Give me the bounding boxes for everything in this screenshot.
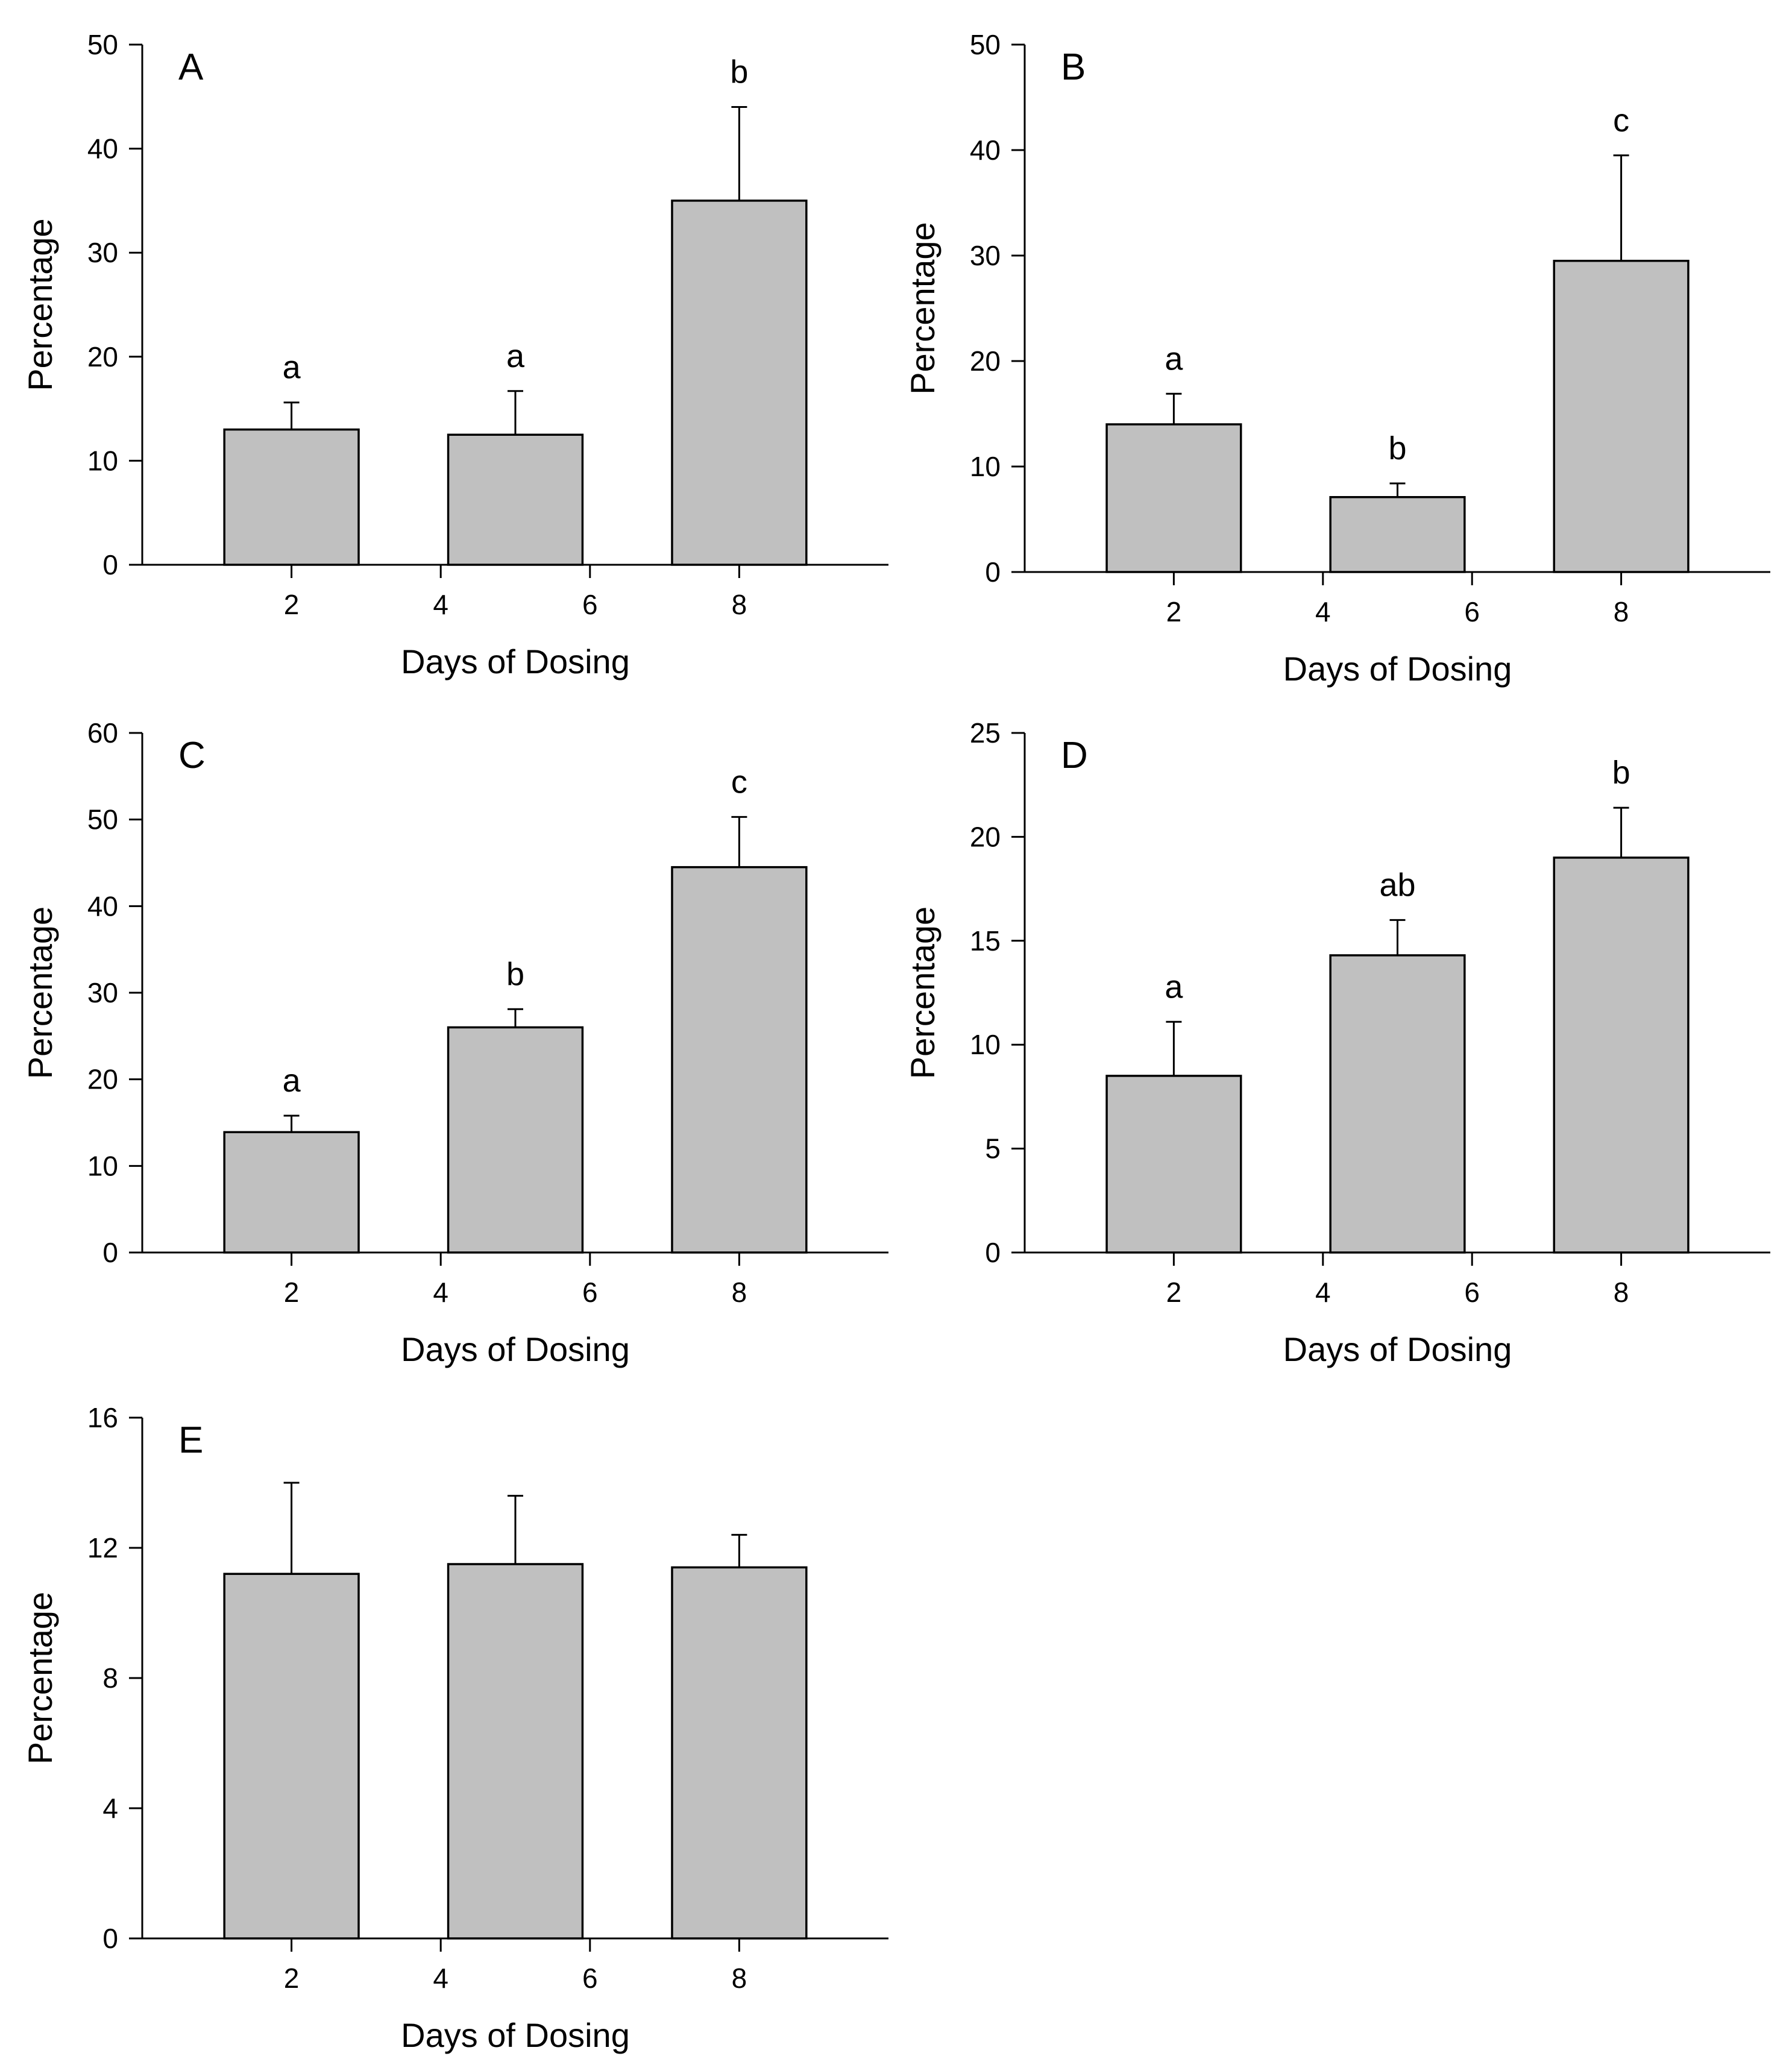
chart-panel-b: 0 10 20 30 40 50 2 4 6 8 a b c B Days of Dosing Percent… bbox=[904, 29, 1770, 688]
x-tick-label: 2 bbox=[1166, 596, 1182, 627]
x-tick-label: 8 bbox=[732, 1963, 747, 1994]
y-tick-label: 10 bbox=[970, 1029, 1001, 1060]
panel-label: C bbox=[178, 735, 206, 776]
chart-panel-d: 0 5 10 15 20 25 2 4 6 8 a ab b D Days of Dosing Percent… bbox=[904, 717, 1770, 1368]
y-tick-label: 16 bbox=[87, 1402, 118, 1433]
panel-label: B bbox=[1061, 46, 1086, 88]
x-tick-label: 8 bbox=[732, 1277, 747, 1308]
y-tick-label: 10 bbox=[87, 445, 118, 476]
y-tick-label: 50 bbox=[87, 29, 118, 60]
significance-letter: c bbox=[1613, 102, 1629, 139]
bar bbox=[1105, 1075, 1242, 1254]
x-tick-label: 6 bbox=[1464, 596, 1480, 627]
y-tick-label: 10 bbox=[970, 451, 1001, 482]
bar bbox=[223, 428, 360, 566]
significance-letter: b bbox=[730, 54, 748, 90]
x-axis-label: Days of Dosing bbox=[401, 643, 630, 680]
y-tick-label: 20 bbox=[87, 1064, 118, 1095]
significance-letter: ab bbox=[1379, 867, 1415, 903]
significance-letter: a bbox=[1165, 969, 1183, 1005]
x-tick-label: 6 bbox=[1464, 1277, 1480, 1308]
y-tick-label: 50 bbox=[970, 29, 1001, 60]
bar bbox=[671, 1566, 808, 1940]
y-tick-label: 50 bbox=[87, 804, 118, 835]
y-axis-label: Percentage bbox=[904, 222, 942, 394]
y-tick-label: 20 bbox=[970, 821, 1001, 852]
y-tick-label: 4 bbox=[102, 1793, 118, 1824]
significance-letter: b bbox=[1388, 430, 1406, 467]
x-tick-label: 6 bbox=[582, 1963, 598, 1994]
panel-label: A bbox=[178, 46, 204, 88]
y-axis-label: Percentage bbox=[21, 218, 59, 391]
significance-letter: c bbox=[731, 764, 747, 800]
y-tick-label: 0 bbox=[102, 1237, 118, 1268]
x-tick-label: 6 bbox=[582, 1277, 598, 1308]
bar bbox=[1105, 423, 1242, 573]
y-tick-label: 40 bbox=[970, 134, 1001, 166]
y-tick-label: 30 bbox=[87, 237, 118, 268]
x-tick-label: 4 bbox=[433, 589, 448, 620]
y-tick-label: 20 bbox=[87, 341, 118, 372]
significance-letter: a bbox=[506, 338, 525, 374]
y-tick-label: 0 bbox=[985, 556, 1001, 588]
y-tick-label: 60 bbox=[87, 717, 118, 749]
x-axis-label: Days of Dosing bbox=[401, 1330, 630, 1368]
panel-label: E bbox=[178, 1419, 203, 1461]
y-axis-label: Percentage bbox=[21, 907, 59, 1079]
y-axis-label: Percentage bbox=[904, 907, 942, 1079]
y-tick-label: 12 bbox=[87, 1532, 118, 1564]
y-tick-label: 20 bbox=[970, 345, 1001, 377]
x-tick-label: 8 bbox=[732, 589, 747, 620]
x-axis-label: Days of Dosing bbox=[1283, 1330, 1512, 1368]
bar bbox=[1329, 496, 1466, 573]
chart-panel-c: 0 10 20 30 40 50 60 2 4 6 8 a b c C Days of Dosing Perce… bbox=[21, 717, 888, 1368]
bar bbox=[223, 1131, 360, 1254]
significance-letter: a bbox=[1165, 341, 1183, 377]
bar bbox=[447, 1563, 584, 1940]
chart-panel-e: 0 4 8 12 16 2 4 6 8 E Days of Dosing Percentage bbox=[21, 1402, 888, 2054]
x-axis-label: Days of Dosing bbox=[1283, 650, 1512, 688]
x-tick-label: 2 bbox=[284, 1963, 300, 1994]
bar bbox=[1553, 856, 1690, 1254]
x-tick-label: 4 bbox=[1315, 596, 1331, 627]
bar bbox=[1329, 954, 1466, 1254]
bar bbox=[223, 1573, 360, 1940]
x-tick-label: 2 bbox=[284, 589, 300, 620]
y-tick-label: 30 bbox=[970, 240, 1001, 271]
x-tick-label: 4 bbox=[1315, 1277, 1331, 1308]
chart-panel-a: 0 10 20 30 40 50 2 4 6 8 a a b A Days of Dosing Percent… bbox=[21, 29, 888, 680]
significance-letter: a bbox=[283, 350, 301, 386]
significance-letter: a bbox=[283, 1063, 301, 1099]
y-tick-label: 0 bbox=[985, 1237, 1001, 1268]
bar bbox=[671, 200, 808, 566]
y-tick-label: 30 bbox=[87, 977, 118, 1008]
x-tick-label: 6 bbox=[582, 589, 598, 620]
panel-label: D bbox=[1061, 735, 1088, 776]
x-tick-label: 8 bbox=[1614, 596, 1629, 627]
y-tick-label: 15 bbox=[970, 925, 1001, 957]
bar bbox=[671, 866, 808, 1254]
x-tick-label: 8 bbox=[1614, 1277, 1629, 1308]
y-tick-label: 8 bbox=[102, 1662, 118, 1694]
y-tick-label: 0 bbox=[102, 1923, 118, 1954]
y-tick-label: 0 bbox=[102, 549, 118, 580]
bar bbox=[447, 433, 584, 566]
significance-letter: b bbox=[1612, 755, 1630, 791]
bar bbox=[447, 1026, 584, 1254]
x-tick-label: 4 bbox=[433, 1277, 448, 1308]
y-tick-label: 5 bbox=[985, 1133, 1001, 1165]
y-tick-label: 40 bbox=[87, 890, 118, 922]
y-tick-label: 40 bbox=[87, 133, 118, 165]
y-axis-label: Percentage bbox=[21, 1592, 59, 1764]
bar bbox=[1553, 260, 1690, 573]
x-tick-label: 4 bbox=[433, 1963, 448, 1994]
significance-letter: b bbox=[506, 956, 524, 992]
y-tick-label: 10 bbox=[87, 1150, 118, 1181]
y-tick-label: 25 bbox=[970, 717, 1001, 749]
x-tick-label: 2 bbox=[1166, 1277, 1182, 1308]
x-tick-label: 2 bbox=[284, 1277, 300, 1308]
x-axis-label: Days of Dosing bbox=[401, 2016, 630, 2054]
